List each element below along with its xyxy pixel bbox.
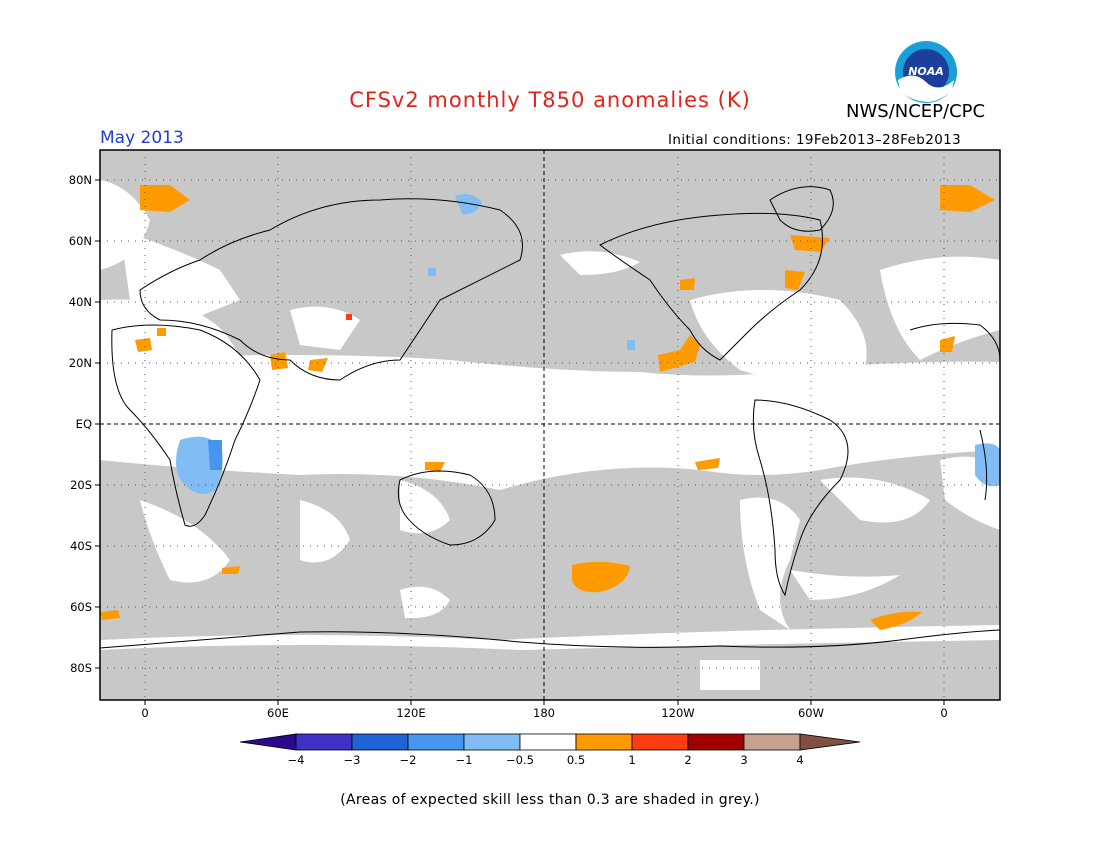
lat-label: 60N [69,234,92,248]
negative-anomalies [176,194,1000,494]
colorbar-segment [687,733,745,751]
lat-label: EQ [76,417,92,431]
colorbar-tick: −3 [344,753,361,767]
map-title: CFSv2 monthly T850 anomalies (K) [349,88,751,112]
grey-patches [100,640,1000,700]
strong-anomaly [346,314,352,320]
equator-dateline [100,150,1000,700]
colorbar-segment [519,733,577,751]
lon-label: 0 [141,706,148,720]
colorbar-segment [351,733,409,751]
lat-label: 40S [70,539,92,553]
lat-label: 40N [69,295,92,309]
lon-label: 120W [661,706,694,720]
lat-label: 20N [69,356,92,370]
agency-label: NWS/NCEP/CPC [846,101,986,122]
map-frame [99,149,1001,701]
map-panel [100,150,1000,700]
colorbar-segment [575,733,633,751]
lat-label: 60S [70,600,92,614]
colorbar-tick: 4 [796,753,803,767]
colorbar-segment [463,733,521,751]
lat-label: 80S [70,661,92,675]
colorbar-tick: −0.5 [506,753,534,767]
lat-label: 80N [69,173,92,187]
lon-label: 180 [533,706,555,720]
coastlines [100,186,1000,649]
lat-label: 20S [70,478,92,492]
colorbar-tick: 2 [684,753,691,767]
lon-label: 60W [798,706,824,720]
white-regions [100,180,1000,700]
logo-text: NOAA [908,65,944,78]
colorbar-tick: −2 [400,753,417,767]
colorbar-segment [407,733,465,751]
skill-grey-background [100,150,1000,700]
colorbar: −4 −3 −2 −1 −0.5 0.5 1 2 3 4 [239,733,861,767]
colorbar-tick: 3 [740,753,747,767]
colorbar-segment [295,733,353,751]
colorbar-tick: 1 [628,753,635,767]
colorbar-tick: 0.5 [567,753,585,767]
skill-footnote: (Areas of expected skill less than 0.3 a… [340,792,760,808]
positive-anomalies [100,185,995,630]
colorbar-segment [743,733,801,751]
colorbar-left-arrow [239,733,297,751]
initial-conditions-label: Initial conditions: 19Feb2013–28Feb2013 [668,132,962,148]
colorbar-segment [631,733,689,751]
colorbar-right-arrow [799,733,861,751]
lon-label: 120E [396,706,425,720]
graticule [100,150,1000,700]
lon-label: 60E [267,706,289,720]
colorbar-tick: −4 [288,753,305,767]
lon-label: 0 [940,706,947,720]
colorbar-tick: −1 [456,753,473,767]
axis-ticks [95,179,945,705]
target-month-label: May 2013 [100,128,184,148]
noaa-logo: NOAA [895,41,957,103]
